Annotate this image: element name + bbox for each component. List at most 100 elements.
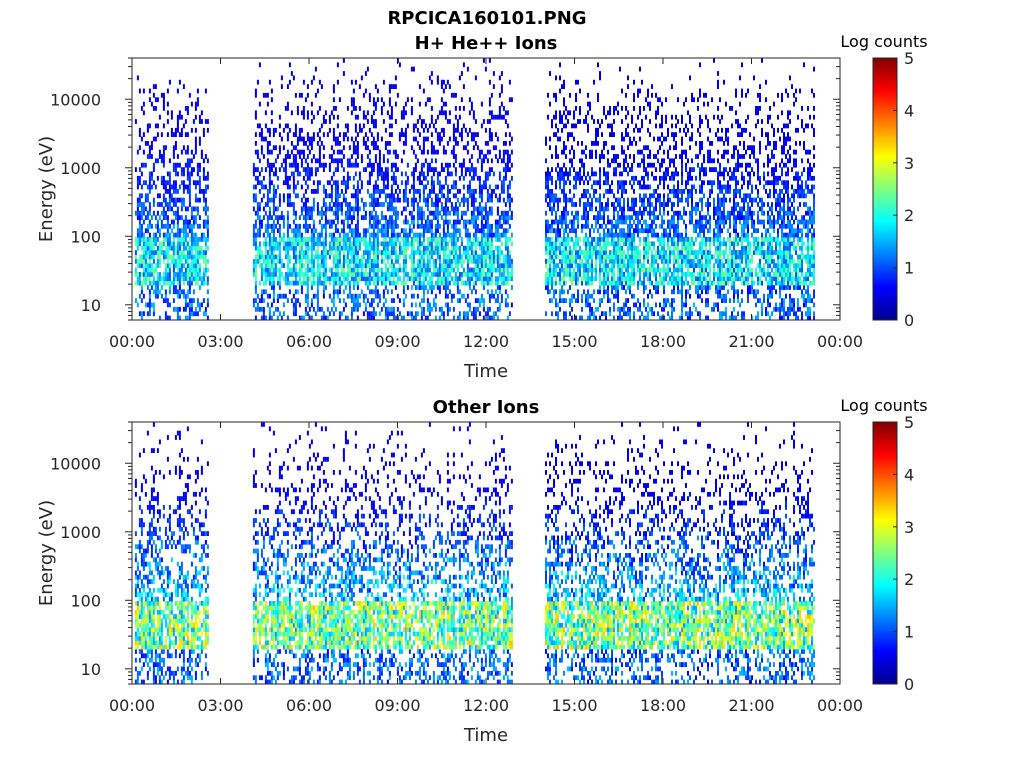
spectrogram-cell bbox=[178, 162, 181, 168]
spectrogram-cell bbox=[426, 228, 429, 234]
spectrogram-cell bbox=[486, 241, 489, 247]
spectrogram-cell bbox=[599, 71, 601, 76]
spectrogram-cell bbox=[573, 228, 575, 234]
spectrogram-cell bbox=[440, 215, 443, 220]
spectrogram-cell bbox=[492, 84, 495, 89]
spectrogram-cell bbox=[142, 232, 145, 238]
spectrogram-cell bbox=[412, 280, 415, 286]
spectrogram-cell bbox=[320, 258, 323, 264]
spectrogram-cell bbox=[324, 162, 327, 168]
spectrogram-cell bbox=[342, 232, 345, 238]
spectrogram-cell bbox=[316, 250, 319, 255]
spectrogram-cell bbox=[296, 289, 299, 295]
spectrogram-cell bbox=[440, 241, 443, 247]
spectrogram-cell bbox=[472, 232, 475, 238]
spectrogram-cell bbox=[410, 197, 413, 203]
spectrogram-cell bbox=[547, 114, 549, 120]
spectrogram-cell bbox=[270, 272, 273, 277]
spectrogram-cell bbox=[334, 258, 337, 264]
spectrogram-cell bbox=[318, 136, 321, 142]
spectrogram-cell bbox=[196, 206, 199, 212]
spectrogram-cell bbox=[174, 167, 177, 172]
spectrogram-cell bbox=[587, 101, 589, 107]
spectrogram-cell bbox=[148, 258, 151, 264]
spectrogram-cell bbox=[555, 311, 557, 317]
spectrogram-cell bbox=[204, 175, 207, 181]
spectrogram-cell bbox=[412, 254, 415, 260]
spectrogram-cell bbox=[565, 315, 567, 321]
spectrogram-cell bbox=[140, 298, 143, 303]
spectrogram-cell bbox=[194, 184, 197, 190]
spectrogram-cell bbox=[168, 197, 171, 203]
spectrogram-cell bbox=[563, 171, 565, 177]
spectrogram-cell bbox=[416, 263, 419, 268]
spectrogram-cell bbox=[324, 276, 327, 282]
spectrogram-cell bbox=[364, 232, 367, 238]
spectrogram-cell bbox=[330, 306, 333, 312]
spectrogram-cell bbox=[579, 250, 581, 255]
spectrogram-cell bbox=[597, 228, 599, 234]
spectrogram-cell bbox=[256, 215, 259, 220]
spectrogram-cell bbox=[607, 149, 609, 155]
spectrogram-cell bbox=[140, 285, 143, 290]
spectrogram-cell bbox=[370, 162, 373, 168]
spectrogram-cell bbox=[424, 276, 427, 282]
spectrogram-cell bbox=[158, 202, 161, 207]
spectrogram-cell bbox=[613, 258, 615, 264]
spectrogram-cell bbox=[422, 280, 425, 286]
spectrogram-cell bbox=[424, 101, 427, 107]
spectrogram-cell bbox=[172, 232, 175, 238]
spectrogram-cell bbox=[464, 145, 467, 151]
spectrogram-cell bbox=[206, 315, 209, 321]
spectrogram-cell bbox=[182, 245, 185, 251]
spectrogram-cell bbox=[460, 127, 463, 133]
spectrogram-cell bbox=[312, 223, 315, 229]
spectrogram-cell bbox=[454, 136, 457, 142]
spectrogram-cell bbox=[454, 154, 457, 159]
spectrogram-cell bbox=[510, 285, 513, 290]
spectrogram-cell bbox=[452, 267, 455, 273]
spectrogram-cell bbox=[166, 228, 169, 234]
spectrogram-cell bbox=[585, 206, 587, 212]
spectrogram-cell bbox=[428, 258, 431, 264]
spectrogram-cell bbox=[412, 171, 415, 177]
spectrogram-cell bbox=[352, 254, 355, 260]
spectrogram-cell bbox=[136, 197, 139, 203]
spectrogram-cell bbox=[472, 267, 475, 273]
spectrogram-cell bbox=[412, 136, 415, 142]
spectrogram-cell bbox=[476, 258, 479, 264]
spectrogram-cell bbox=[252, 241, 255, 247]
spectrogram-cell bbox=[484, 276, 487, 282]
spectrogram-cell bbox=[334, 289, 337, 295]
spectrogram-cell bbox=[494, 258, 497, 264]
spectrogram-cell bbox=[450, 250, 453, 255]
spectrogram-cell bbox=[416, 158, 419, 164]
spectrogram-cell bbox=[306, 92, 309, 98]
spectrogram-cell bbox=[464, 232, 467, 238]
spectrogram-cell bbox=[332, 276, 335, 282]
spectrogram-cell bbox=[424, 123, 427, 129]
spectrogram-cell bbox=[306, 228, 309, 234]
spectrogram-cell bbox=[390, 241, 393, 247]
spectrogram-cell bbox=[362, 136, 365, 142]
spectrogram-cell bbox=[555, 145, 557, 151]
spectrogram-cell bbox=[306, 223, 309, 229]
spectrogram-cell bbox=[476, 223, 479, 229]
spectrogram-cell bbox=[605, 241, 607, 247]
spectrogram-cell bbox=[601, 149, 603, 155]
spectrogram-cell bbox=[394, 197, 397, 203]
spectrogram-cell bbox=[444, 202, 447, 207]
spectrogram-cell bbox=[142, 280, 145, 286]
spectrogram-cell bbox=[591, 258, 593, 264]
spectrogram-cell bbox=[589, 106, 591, 111]
spectrogram-cell bbox=[607, 232, 609, 238]
spectrogram-cell bbox=[152, 202, 155, 207]
spectrogram-cell bbox=[448, 232, 451, 238]
spectrogram-cell bbox=[420, 280, 423, 286]
spectrogram-cell bbox=[312, 306, 315, 312]
spectrogram-cell bbox=[593, 245, 595, 251]
spectrogram-cell bbox=[362, 293, 365, 299]
spectrogram-cell bbox=[296, 223, 299, 229]
spectrogram-cell bbox=[454, 232, 457, 238]
spectrogram-cell bbox=[488, 306, 491, 312]
